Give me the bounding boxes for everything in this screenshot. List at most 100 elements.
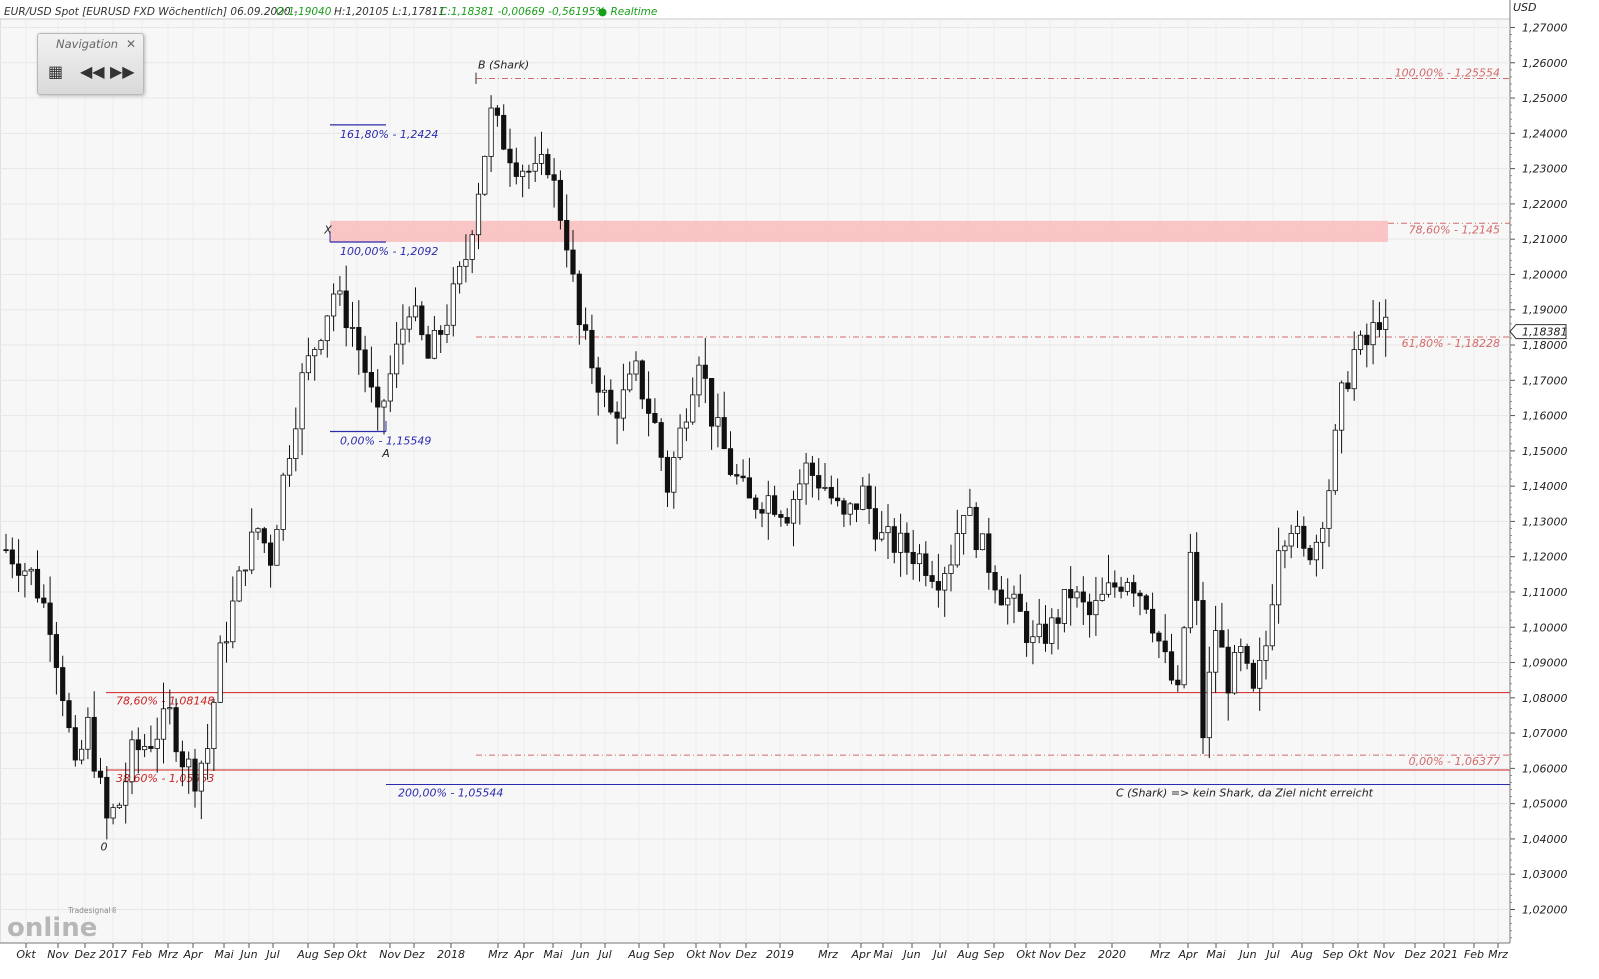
candle-body (822, 486, 828, 489)
candle-body (1357, 334, 1364, 350)
header-close: C:1,18381 -0,00669 -0,56195% (440, 6, 605, 18)
candle-body (179, 751, 185, 768)
tradesignal-logo: Tradesignal® online (6, 903, 118, 943)
rewind-icon[interactable]: ◀◀ (80, 62, 105, 81)
x-tick-label: Sep (324, 948, 345, 961)
candle-body (1112, 582, 1118, 588)
candle-body (652, 412, 658, 423)
point-label: X (323, 223, 332, 236)
candle-body (280, 474, 286, 530)
candle-body (879, 532, 885, 540)
candle-body (872, 508, 879, 540)
candle-body (646, 398, 652, 414)
candle-body (778, 514, 784, 518)
y-tick-label: 1,23000 (1522, 163, 1568, 176)
candle-body (538, 154, 545, 164)
candle-body (488, 107, 494, 157)
candle-body (104, 776, 110, 819)
x-tick-label: Dez (1404, 948, 1425, 961)
candle-body (110, 807, 116, 819)
grid-icon[interactable]: ▦ (48, 62, 64, 81)
x-tick-label: Jun (901, 948, 920, 961)
candle-body (1339, 382, 1345, 431)
candle-body (526, 170, 532, 173)
candle-body (1061, 589, 1067, 624)
y-tick-label: 1,24000 (1522, 127, 1568, 140)
candle-body (620, 389, 627, 419)
candle-body (828, 486, 834, 499)
candle-body (362, 349, 368, 373)
fast-forward-icon[interactable]: ▶▶ (110, 62, 135, 81)
candle-body (198, 762, 204, 792)
candle-body (148, 746, 154, 749)
candle-body (1105, 582, 1112, 595)
candle-body (482, 155, 488, 195)
candle-body (1055, 617, 1061, 624)
candle-body (337, 290, 343, 295)
candle-body (910, 551, 916, 565)
x-tick-label: Sep (654, 948, 675, 961)
candle-body (141, 746, 148, 751)
x-axis: Okt Nov Dez 2017 Feb Mrz Apr Mai Jun Jul Aug Sep Okt… (16, 943, 1508, 961)
candle-body (1150, 608, 1156, 634)
x-tick-label: 2017 (99, 948, 127, 961)
candle-body (15, 563, 22, 576)
close-icon[interactable]: ✕ (125, 37, 136, 51)
candle-body (41, 597, 47, 604)
candle-body (557, 179, 564, 221)
candle-body (1049, 617, 1055, 644)
candle-body (1030, 636, 1036, 643)
y-tick-label: 1,27000 (1522, 22, 1568, 35)
candle-body (860, 485, 866, 510)
candle-body (954, 533, 960, 566)
point-label: 0 (101, 841, 108, 854)
candle-body (330, 293, 337, 317)
candle-body (1326, 490, 1332, 529)
x-tick-label: Dez (403, 948, 424, 961)
candle-body (664, 456, 671, 493)
candle-body (249, 531, 255, 571)
candle-body (1068, 589, 1074, 599)
candle-body (1276, 550, 1282, 606)
y-axis-panel (1510, 0, 1599, 979)
candle-body (1320, 527, 1326, 543)
navigation-panel[interactable]: Navigation ✕ ▦ ◀◀ ▶▶ (37, 33, 144, 95)
candle-body (702, 364, 708, 379)
candle-body (715, 417, 721, 427)
candle-body (790, 499, 797, 524)
candle-body (513, 162, 519, 177)
candle-body (1087, 601, 1093, 616)
candle-body (123, 781, 129, 806)
x-tick-label: Mrz (1488, 948, 1508, 961)
x-tick-label: Apr (513, 948, 535, 961)
level-label: 38,60% - 1,05953 (116, 772, 214, 785)
candle-body (91, 716, 97, 772)
point-label: B (Shark) (478, 59, 529, 72)
candle-body (425, 334, 431, 359)
candle-body (1370, 322, 1376, 346)
point-label: A (381, 447, 390, 460)
x-tick-label: Nov (1039, 948, 1061, 961)
candle-body (986, 533, 992, 573)
candle-body (223, 641, 230, 644)
candle-body (293, 428, 299, 459)
candle-body (753, 497, 759, 510)
candle-body (690, 394, 696, 423)
candle-body (135, 739, 141, 751)
candle-body (627, 373, 633, 391)
candle-body (1294, 525, 1301, 534)
y-tick-label: 1,06000 (1522, 762, 1568, 775)
pattern-level-label: 0,00% - 1,15549 (340, 434, 431, 447)
candle-body (973, 506, 979, 551)
candle-body (419, 305, 425, 336)
candle-body (267, 542, 274, 566)
candle-body (570, 249, 576, 275)
y-tick-label: 1,22000 (1522, 198, 1568, 211)
candle-body (1364, 334, 1370, 346)
y-axis-label: USD (1513, 1, 1537, 14)
candle-body (784, 517, 790, 524)
candle-body (935, 581, 942, 591)
y-tick-label: 1,04000 (1522, 833, 1568, 846)
candle-body (1244, 646, 1250, 664)
